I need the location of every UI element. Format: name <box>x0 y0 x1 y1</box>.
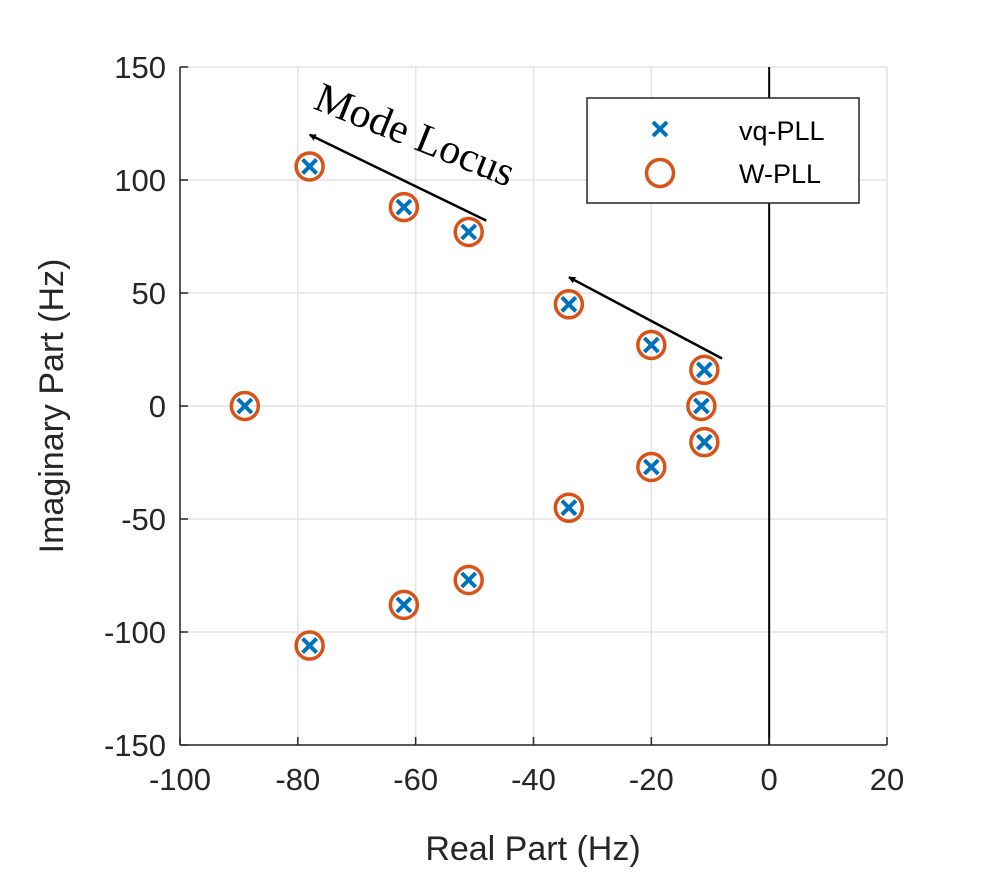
vq-pll-point <box>395 198 413 216</box>
vq-pll-point-stroke <box>460 571 478 589</box>
w-pll-point <box>388 589 420 621</box>
x-tick-label: -20 <box>629 762 674 797</box>
vq-pll-point-stroke <box>395 596 413 614</box>
w-pll-point <box>453 564 484 596</box>
legend-x-marker <box>651 120 669 138</box>
vq-pll-point <box>460 571 478 589</box>
y-tick-label: 150 <box>114 50 166 85</box>
w-pll-point <box>553 492 585 523</box>
w-pll-point <box>686 390 717 422</box>
y-tick-label: -50 <box>121 502 166 537</box>
y-tick-label: 0 <box>149 389 166 424</box>
x-tick-label: -100 <box>149 762 211 797</box>
vq-pll-point-stroke <box>642 458 660 476</box>
vq-pll-point <box>301 637 319 654</box>
legend-label-vq-pll: vq-PLL <box>739 116 825 146</box>
vq-pll-point-stroke <box>695 433 713 451</box>
legend-label-w-pll: W-PLL <box>739 159 821 189</box>
vq-pll-point <box>642 458 660 476</box>
legend-box <box>586 97 860 204</box>
axes <box>179 66 888 746</box>
vq-pll-point <box>642 336 660 354</box>
x-tick-label: -80 <box>275 762 320 797</box>
x-tick-label: 0 <box>761 762 778 797</box>
legend-marker-w-pll <box>644 157 676 189</box>
vq-pll-point-stroke <box>692 397 710 415</box>
legend-x-marker-stroke <box>651 120 669 138</box>
x-tick-label: 20 <box>870 762 904 797</box>
vq-pll-point <box>301 158 319 175</box>
vq-pll-point-stroke <box>236 397 254 415</box>
vq-pll-point-stroke <box>695 361 713 379</box>
w-pll-point <box>294 151 325 182</box>
legend-marker-vq-pll <box>651 120 669 138</box>
w-pll-point <box>553 289 585 320</box>
annotations <box>308 133 723 360</box>
w-pll-point <box>689 354 720 386</box>
w-pll-point <box>636 329 667 361</box>
annotation-arrow-1 <box>568 276 723 360</box>
data-markers <box>229 151 720 661</box>
y-tick-label: 50 <box>132 276 166 311</box>
vq-pll-point-stroke <box>301 158 319 175</box>
vq-pll-point-stroke <box>301 637 319 654</box>
y-tick-label: -150 <box>104 728 166 763</box>
w-pll-point <box>689 426 720 458</box>
w-pll-point <box>388 191 420 223</box>
y-tick-label: 100 <box>114 163 166 198</box>
x-tick-label: -40 <box>511 762 556 797</box>
vq-pll-point <box>692 397 710 415</box>
vq-pll-point-stroke <box>642 336 660 354</box>
vq-pll-point <box>460 223 478 241</box>
vq-pll-point <box>695 361 713 379</box>
vq-pll-point <box>560 295 578 313</box>
x-tick-label: -60 <box>393 762 438 797</box>
annotation-arrow-0 <box>308 133 487 222</box>
legend-circle-marker <box>644 157 676 189</box>
w-pll-point <box>294 630 325 661</box>
vq-pll-point-stroke <box>560 499 578 517</box>
x-axis-label: Real Part (Hz) <box>425 830 640 868</box>
vq-pll-point <box>695 433 713 451</box>
vq-pll-point <box>236 397 254 415</box>
w-pll-point <box>453 216 484 248</box>
w-pll-point <box>636 451 667 483</box>
legend: vq-PLL W-PLL <box>586 97 860 204</box>
vq-pll-point-stroke <box>395 198 413 216</box>
vq-pll-point-stroke <box>560 295 578 313</box>
vq-pll-point <box>395 596 413 614</box>
vq-pll-point <box>560 499 578 517</box>
vq-pll-point-stroke <box>460 223 478 241</box>
y-axis-label: Imaginary Part (Hz) <box>33 259 71 554</box>
w-pll-point <box>229 390 261 422</box>
y-tick-label: -100 <box>104 615 166 650</box>
